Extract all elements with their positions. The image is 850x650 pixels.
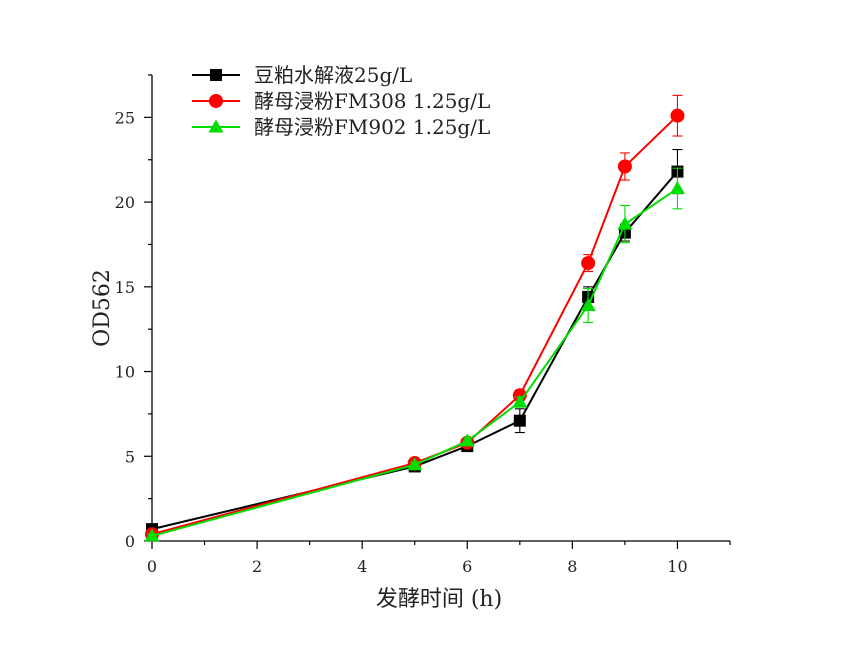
data-point (669, 181, 685, 195)
y-tick-label: 15 (115, 278, 135, 297)
data-point (459, 433, 475, 447)
y-tick-label: 10 (115, 363, 135, 382)
data-point (512, 394, 528, 408)
x-axis-title: 发酵时间 (h) (376, 587, 502, 612)
data-point (580, 297, 596, 311)
data-point (670, 108, 685, 123)
legend-label: 酵母浸粉FM902 1.25g/L (254, 115, 490, 139)
legend-marker (209, 94, 223, 108)
legend-marker (210, 69, 222, 81)
legend-label: 酵母浸粉FM308 1.25g/L (254, 89, 490, 113)
data-point (407, 457, 423, 471)
x-tick-label: 8 (567, 557, 577, 576)
series-layer (144, 94, 685, 542)
y-axis-title: OD562 (90, 269, 115, 347)
y-tick-label: 25 (115, 108, 135, 127)
series-line (151, 170, 679, 531)
series-2 (145, 94, 685, 542)
series-1 (146, 149, 684, 536)
data-point (144, 528, 160, 542)
data-point (513, 414, 526, 427)
y-tick-label: 5 (125, 447, 135, 466)
legend-marker (208, 119, 224, 133)
axes: 0 2 4 6 8 10 0 5 10 15 20 25 发酵时间 (h) OD562 (90, 74, 731, 612)
legend-entry-1: 豆粕水解液25g/L (192, 63, 412, 87)
x-tick-label: 4 (357, 557, 367, 576)
series-line (151, 187, 679, 537)
series-3 (144, 167, 685, 542)
data-point (617, 159, 632, 174)
y-tick-label: 20 (115, 193, 135, 212)
data-point (581, 256, 596, 271)
data-point (617, 216, 633, 230)
legend-entry-3: 酵母浸粉FM902 1.25g/L (192, 115, 490, 139)
legend-label: 豆粕水解液25g/L (254, 63, 412, 87)
x-tick-label: 0 (147, 557, 157, 576)
y-tick-label: 0 (125, 532, 135, 551)
legend-entry-2: 酵母浸粉FM308 1.25g/L (192, 89, 490, 113)
x-tick-label: 6 (462, 557, 472, 576)
x-tick-label: 10 (667, 557, 687, 576)
x-tick-label: 2 (252, 557, 262, 576)
